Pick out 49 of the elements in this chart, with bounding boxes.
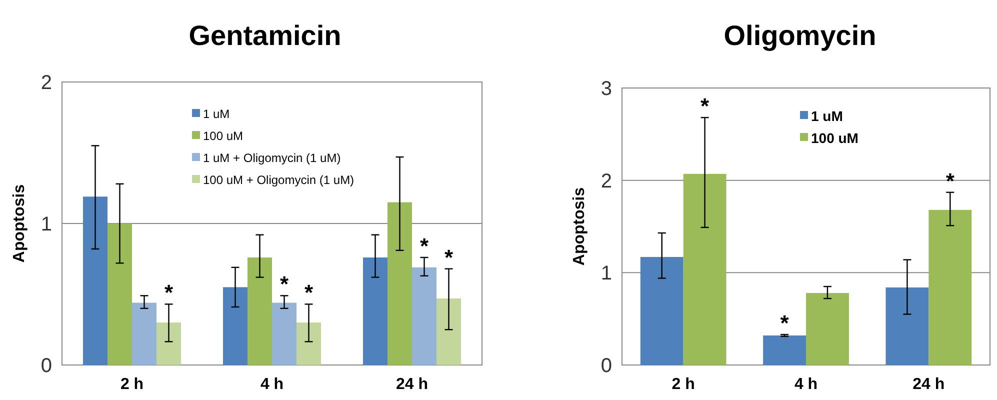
legend-label: 100 uM + Oligomycin (1 uM): [203, 173, 354, 188]
annotation: *: [280, 272, 289, 297]
bar: [640, 256, 684, 365]
bar: [108, 224, 132, 365]
x-tick-label: 2 h: [120, 376, 144, 393]
annotation: *: [700, 94, 710, 119]
annotation: *: [946, 168, 955, 194]
bar: [388, 202, 412, 365]
legend-label: 1 uM: [811, 108, 843, 124]
y-tick-label: 1: [600, 262, 612, 285]
annotation: *: [444, 244, 454, 270]
annotation: *: [304, 280, 314, 306]
chart-title: Oligomycin: [724, 20, 876, 51]
bar: [436, 298, 461, 365]
x-tick-label: 2 h: [672, 376, 695, 393]
bar: [83, 196, 108, 365]
bar: [296, 322, 321, 365]
legend-label: 1 uM + Oligomycin (1 uM): [203, 151, 341, 166]
y-tick-label: 0: [600, 355, 612, 377]
annotation: *: [164, 280, 174, 306]
annotation: *: [780, 310, 790, 336]
y-tick-label: 3: [600, 78, 612, 100]
x-tick-label: 24 h: [912, 376, 945, 393]
legend-label: 100 uM: [811, 130, 858, 146]
bar: [412, 267, 436, 365]
bar: [248, 257, 272, 365]
bar: [683, 174, 726, 365]
x-tick-label: 4 h: [260, 376, 284, 393]
bar: [763, 335, 806, 365]
y-tick-label: 0: [40, 355, 52, 377]
bar: [886, 287, 929, 365]
bar: [223, 287, 248, 365]
bar: [928, 210, 972, 365]
y-axis-title: Apoptosis: [571, 187, 588, 266]
bar: [272, 302, 296, 365]
legend-label: 1 uM: [203, 107, 230, 122]
bar: [132, 302, 156, 365]
y-tick-label: 1: [40, 214, 52, 236]
chart-title: Gentamicin: [188, 20, 342, 51]
legend-label: 100 uM: [203, 129, 244, 144]
y-tick-label: 2: [40, 72, 52, 94]
bar: [363, 257, 388, 365]
bar: [156, 322, 181, 365]
x-tick-label: 4 h: [794, 376, 818, 393]
y-tick-label: 2: [600, 170, 612, 192]
x-tick-label: 24 h: [396, 376, 428, 393]
bar: [806, 292, 849, 365]
annotation: *: [420, 233, 429, 258]
y-axis-title: Apoptosis: [11, 184, 28, 263]
